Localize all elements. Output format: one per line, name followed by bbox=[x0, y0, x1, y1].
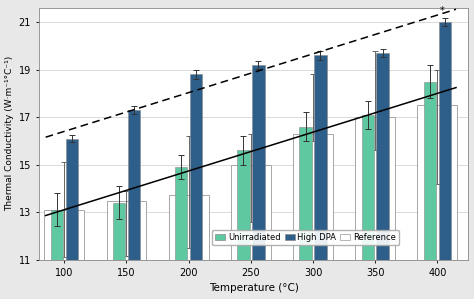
Bar bbox=[252, 65, 264, 299]
Bar bbox=[314, 55, 327, 299]
Bar bbox=[169, 196, 209, 299]
Bar bbox=[107, 202, 146, 299]
Bar bbox=[418, 105, 457, 299]
Bar bbox=[128, 110, 140, 299]
Bar bbox=[175, 167, 187, 299]
Bar bbox=[45, 210, 84, 299]
Bar bbox=[376, 53, 389, 299]
Bar bbox=[356, 117, 395, 299]
Text: *: * bbox=[440, 6, 445, 16]
Bar bbox=[113, 203, 125, 299]
Bar bbox=[51, 210, 63, 299]
Bar bbox=[237, 150, 250, 299]
Bar bbox=[190, 74, 202, 299]
Bar bbox=[424, 82, 436, 299]
Bar bbox=[65, 138, 78, 299]
Bar bbox=[293, 134, 333, 299]
X-axis label: Temperature (°C): Temperature (°C) bbox=[209, 283, 299, 293]
Bar bbox=[362, 115, 374, 299]
Bar bbox=[299, 127, 312, 299]
Legend:  bbox=[304, 253, 307, 256]
Bar bbox=[438, 22, 451, 299]
Y-axis label: Thermal Conductivity (W·m⁻¹°C⁻¹): Thermal Conductivity (W·m⁻¹°C⁻¹) bbox=[6, 56, 15, 211]
Bar bbox=[231, 165, 271, 299]
